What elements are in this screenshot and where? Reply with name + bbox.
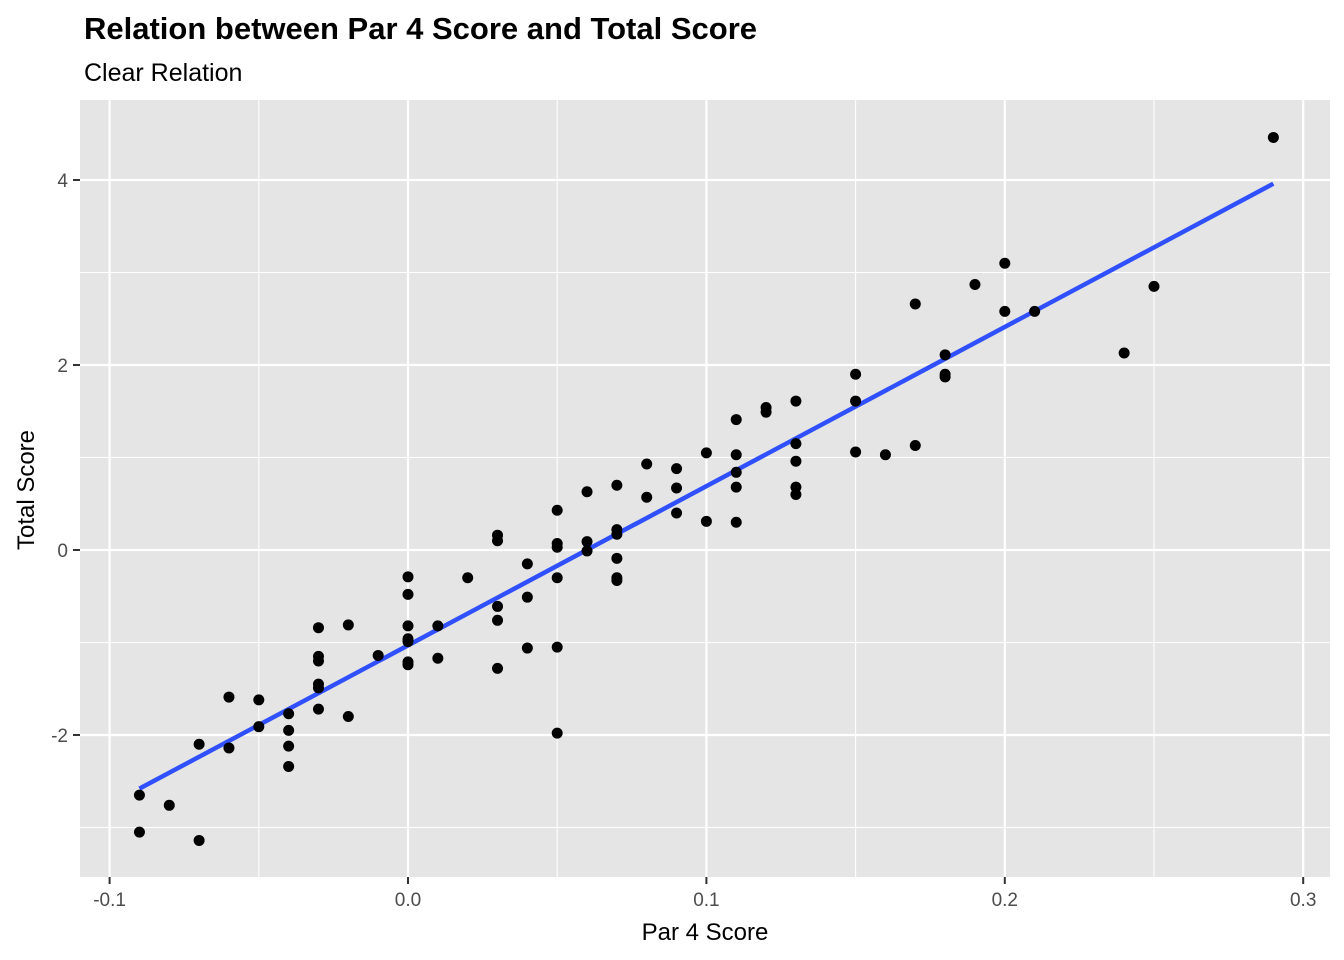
y-tick-label: 2 (57, 356, 68, 377)
data-point (551, 572, 563, 584)
data-point (312, 682, 324, 694)
data-point (909, 439, 921, 451)
data-point (611, 479, 623, 491)
data-point (223, 742, 235, 754)
data-point (969, 279, 981, 291)
data-point (551, 727, 563, 739)
x-tick-label: 0.3 (1290, 890, 1316, 911)
y-tick-label: 0 (57, 541, 68, 562)
chart-subtitle: Clear Relation (84, 59, 242, 87)
data-point (611, 552, 623, 564)
data-point (1029, 305, 1041, 317)
data-point (850, 446, 862, 458)
data-point (999, 257, 1011, 269)
data-point (671, 507, 683, 519)
data-point (551, 641, 563, 653)
data-point (999, 305, 1011, 317)
data-point (879, 449, 891, 461)
data-point (283, 760, 295, 772)
data-point (790, 395, 802, 407)
data-point (342, 619, 354, 631)
data-point (432, 652, 444, 664)
regression-line (138, 181, 1275, 791)
x-tick-label: 0.0 (395, 890, 421, 911)
data-point (939, 349, 951, 361)
data-point (312, 622, 324, 634)
data-point (312, 703, 324, 715)
data-point (581, 545, 593, 557)
points-layer (133, 131, 1279, 846)
data-point (730, 414, 742, 426)
x-tick-label: 0.2 (992, 890, 1018, 911)
data-point (432, 620, 444, 632)
data-point (790, 455, 802, 467)
chart-title: Relation between Par 4 Score and Total S… (84, 11, 757, 46)
data-point (492, 614, 504, 626)
data-point (402, 659, 414, 671)
data-point (909, 298, 921, 310)
data-point (462, 572, 474, 584)
y-tick-label: -2 (51, 726, 68, 747)
data-point (521, 591, 533, 603)
data-point (402, 571, 414, 583)
data-point (283, 724, 295, 736)
fit-line-layer (138, 181, 1275, 791)
data-point (402, 620, 414, 632)
data-point (1118, 347, 1130, 359)
data-point (253, 721, 265, 733)
data-point (492, 600, 504, 612)
data-point (133, 826, 145, 838)
data-point (790, 489, 802, 500)
data-point (730, 466, 742, 478)
data-point (671, 463, 683, 475)
y-tick-label: 4 (57, 171, 68, 192)
data-point (492, 535, 504, 547)
axes: -0.1 0.0 0.1 0.2 0.3 -2 0 2 4 (51, 171, 1316, 911)
x-tick-label: -0.1 (93, 890, 126, 911)
data-point (611, 575, 623, 587)
data-point (402, 588, 414, 600)
data-point (939, 371, 951, 383)
data-point (342, 711, 354, 722)
data-point (730, 481, 742, 493)
data-point (402, 636, 414, 648)
data-point (850, 395, 862, 407)
data-point (193, 738, 205, 750)
data-point (253, 694, 265, 706)
data-point (283, 740, 295, 752)
data-point (581, 486, 593, 498)
y-axis-title: Total Score (13, 430, 40, 550)
data-point (492, 662, 504, 674)
data-point (223, 691, 235, 703)
data-point (641, 458, 653, 470)
data-point (730, 449, 742, 461)
data-point (581, 536, 593, 548)
data-point (551, 541, 563, 553)
data-point (641, 491, 653, 503)
data-point (760, 406, 772, 418)
data-point (133, 789, 145, 801)
data-point (611, 528, 623, 540)
data-point (790, 438, 802, 450)
data-point (372, 649, 384, 661)
data-point (671, 482, 683, 494)
x-tick-label: 0.1 (693, 890, 719, 911)
data-point (521, 642, 533, 654)
data-point (551, 504, 563, 516)
data-point (163, 799, 175, 811)
data-point (193, 834, 205, 846)
data-point (1267, 131, 1279, 143)
data-point (1148, 280, 1160, 292)
data-point (283, 708, 295, 720)
data-point (312, 655, 324, 667)
data-point (730, 516, 742, 528)
data-point (521, 558, 533, 570)
data-point (700, 447, 712, 459)
x-axis-title: Par 4 Score (642, 919, 769, 946)
data-point (700, 515, 712, 527)
data-point (850, 368, 862, 380)
